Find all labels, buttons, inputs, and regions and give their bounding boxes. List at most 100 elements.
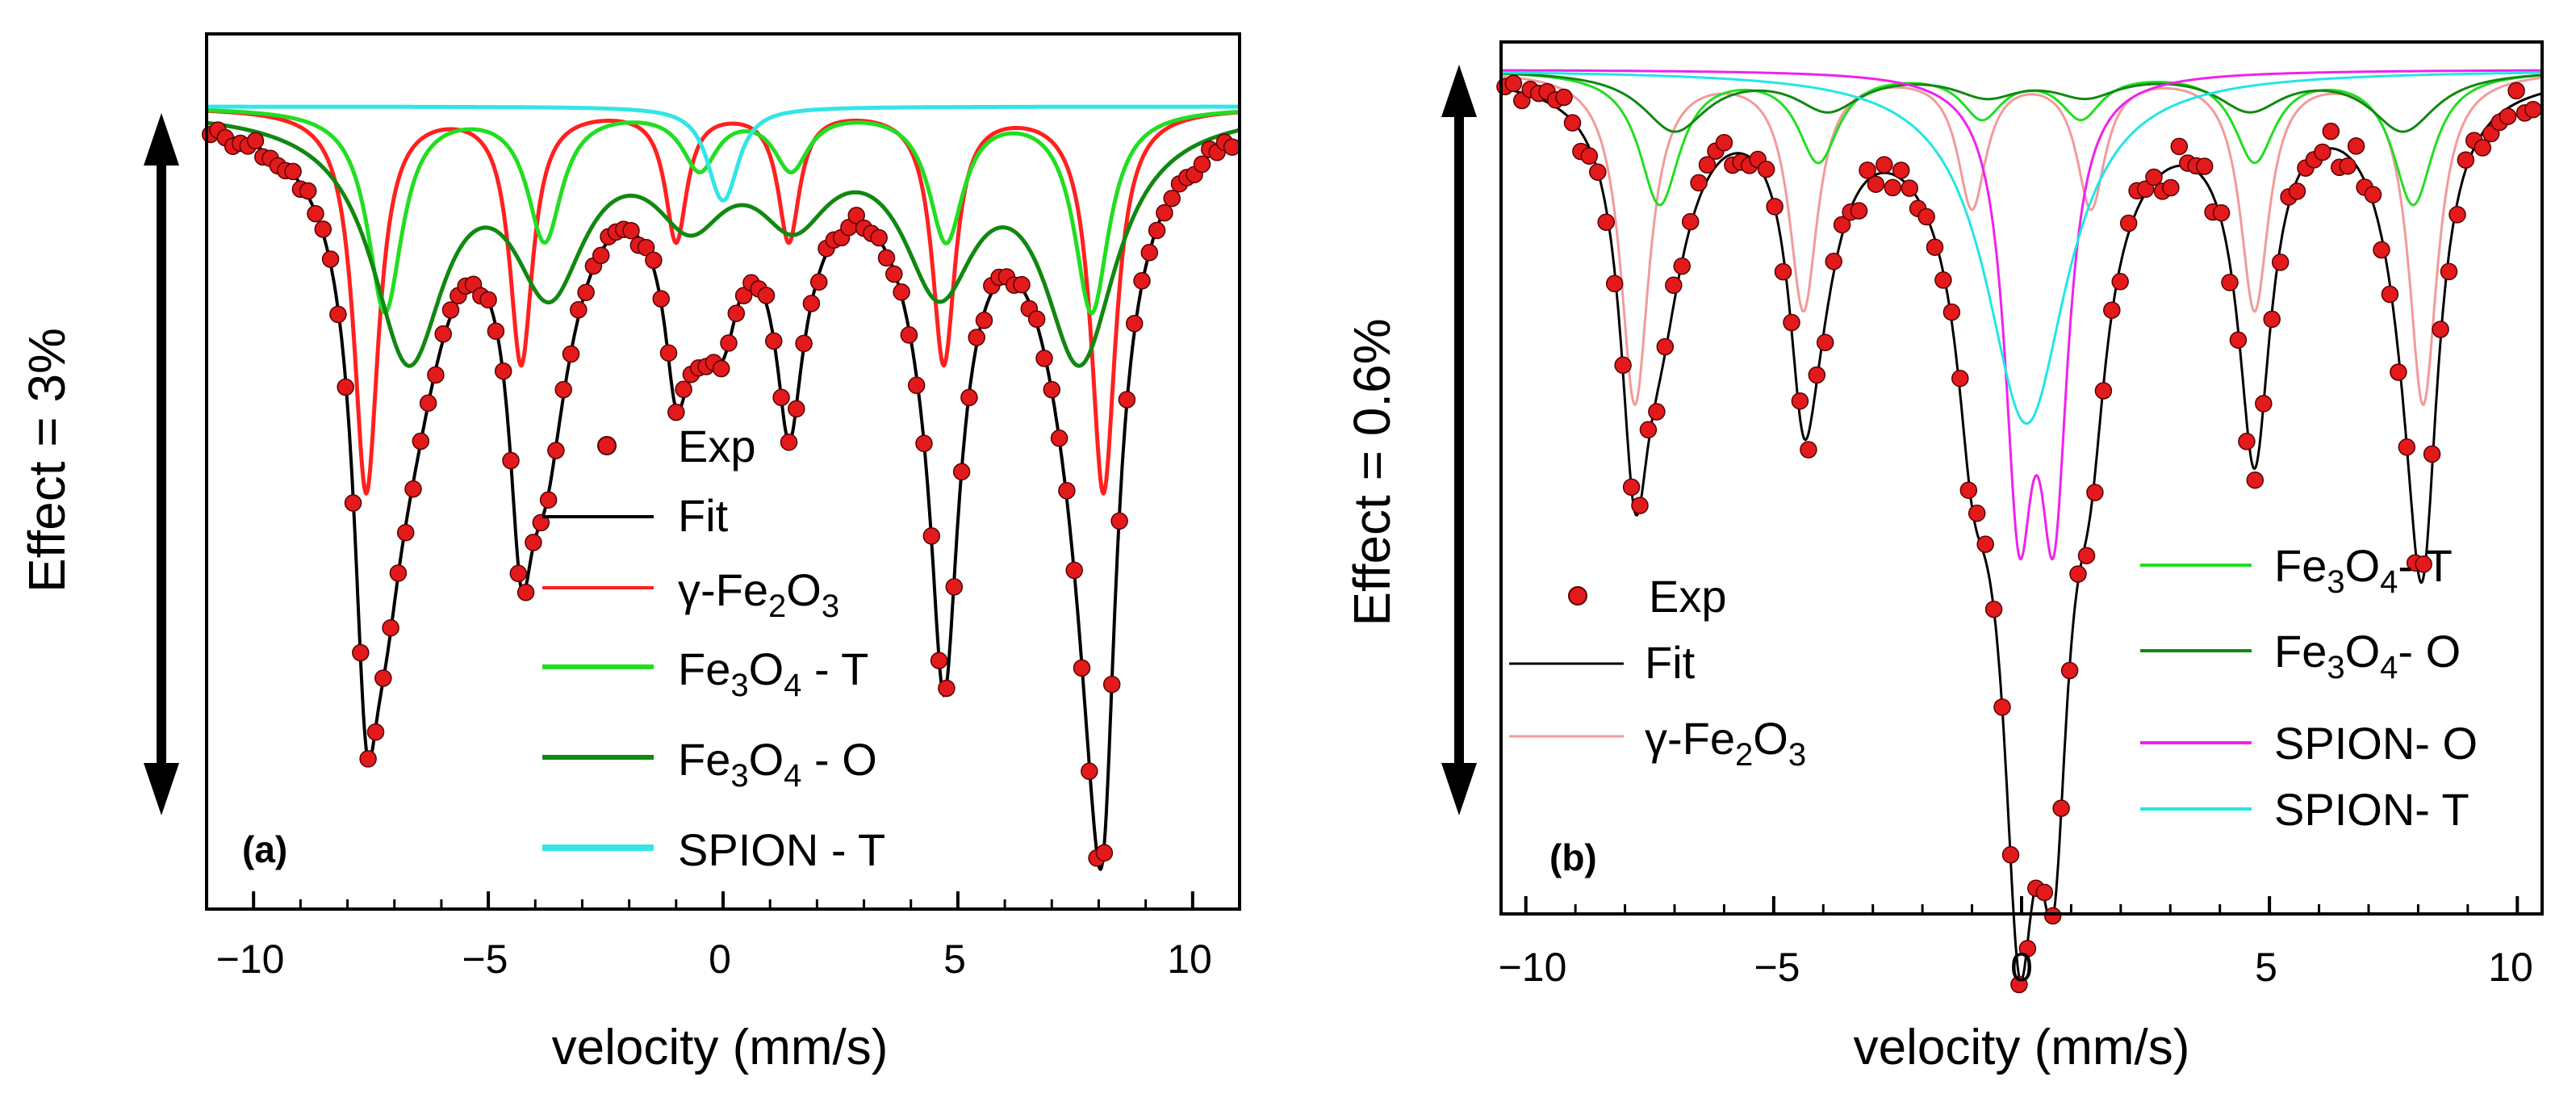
exp-point bbox=[2347, 137, 2365, 155]
exp-point bbox=[1631, 497, 1649, 514]
panel-label-a: (a) bbox=[242, 828, 287, 870]
exp-point bbox=[1605, 274, 1624, 293]
legend-label-exp: Exp bbox=[678, 421, 756, 471]
exp-point bbox=[1867, 175, 1885, 193]
exp-point bbox=[577, 283, 595, 301]
exp-point bbox=[2221, 274, 2239, 291]
exp-point bbox=[2457, 151, 2475, 169]
exp-point bbox=[2052, 799, 2070, 817]
exp-point bbox=[1892, 161, 1910, 179]
legend-item-fit: Fit bbox=[1509, 637, 1696, 688]
legend-marker-exp bbox=[597, 436, 617, 455]
exp-point bbox=[487, 322, 505, 340]
exp-point bbox=[419, 394, 437, 413]
exp-point bbox=[396, 523, 415, 542]
exp-point bbox=[1800, 441, 1817, 459]
exp-point bbox=[1808, 366, 1826, 384]
exp-point bbox=[1791, 392, 1809, 410]
exp-point bbox=[2440, 262, 2458, 281]
exp-point bbox=[2001, 846, 2020, 864]
series-line-spion_t bbox=[1500, 71, 2543, 425]
exp-point bbox=[907, 376, 926, 395]
exp-point bbox=[1850, 202, 1868, 220]
exp-point bbox=[2322, 122, 2340, 140]
exp-point bbox=[1156, 203, 1173, 222]
exp-point bbox=[652, 290, 670, 308]
exp-point bbox=[1766, 198, 1784, 216]
exp-point bbox=[1656, 337, 1675, 356]
exp-point bbox=[1926, 238, 1944, 256]
exp-point bbox=[1622, 478, 1641, 497]
exp-point bbox=[1081, 762, 1098, 781]
legend-b-left: Exp Fit γ-Fe2O3 bbox=[1509, 571, 1806, 773]
exp-point bbox=[720, 334, 738, 352]
exp-point bbox=[727, 304, 746, 322]
exp-point bbox=[2246, 471, 2264, 489]
exp-point bbox=[645, 251, 663, 270]
exp-point bbox=[712, 359, 730, 378]
exp-point bbox=[637, 238, 655, 257]
exp-point bbox=[359, 750, 377, 768]
exp-point bbox=[2288, 182, 2306, 200]
x-tick-label: 0 bbox=[709, 937, 731, 982]
exp-point bbox=[847, 207, 865, 224]
exp-point bbox=[1993, 698, 2011, 716]
exp-point bbox=[667, 403, 685, 421]
exp-point bbox=[930, 652, 948, 669]
exp-point bbox=[922, 527, 941, 545]
exp-point bbox=[1648, 403, 1666, 421]
exp-point bbox=[2364, 186, 2382, 203]
legend-label-gfe2o3: γ-Fe2O3 bbox=[1645, 713, 1806, 773]
exp-point bbox=[1876, 156, 1893, 174]
legend-label-fe3o4-o: Fe3O4- O bbox=[2274, 626, 2461, 685]
exp-point bbox=[1125, 314, 1144, 333]
exp-point bbox=[1825, 253, 1842, 270]
exp-point bbox=[2145, 168, 2163, 186]
legend-b-right: Fe3O4- T Fe3O4- O SPION- O SPION- T bbox=[2140, 540, 2478, 835]
exp-point bbox=[314, 220, 332, 238]
exp-point bbox=[659, 344, 678, 362]
plot-area-a bbox=[201, 104, 1241, 871]
exp-point bbox=[1110, 512, 1128, 530]
exp-point bbox=[2103, 301, 2121, 319]
legend-marker-exp bbox=[1568, 586, 1587, 606]
exp-point bbox=[2390, 363, 2407, 381]
exp-point bbox=[1058, 482, 1076, 500]
exp-point bbox=[945, 578, 964, 596]
exp-point bbox=[516, 584, 535, 601]
exp-point bbox=[337, 378, 354, 396]
exp-point bbox=[2119, 214, 2138, 233]
exp-point bbox=[1140, 244, 1159, 262]
exp-point bbox=[780, 433, 798, 451]
exp-point bbox=[900, 326, 918, 344]
exp-point bbox=[366, 723, 385, 741]
exp-point bbox=[2499, 107, 2517, 125]
x-tick-label: 5 bbox=[943, 937, 966, 982]
exp-point bbox=[1774, 262, 1792, 281]
exp-point bbox=[352, 643, 370, 662]
series-line-spion_t bbox=[205, 104, 1241, 203]
legend-a: Exp Fit γ-Fe2O3 Fe3O4 - T Fe3O4 - O SPIO… bbox=[542, 421, 885, 875]
x-tick-label: −10 bbox=[1499, 945, 1567, 990]
exp-point bbox=[938, 679, 956, 698]
exp-point bbox=[441, 301, 460, 319]
x-tick-labels-a: −10 −5 0 5 10 bbox=[216, 937, 1212, 982]
x-tick-label: 10 bbox=[1167, 937, 1212, 982]
exp-point bbox=[1959, 481, 1978, 499]
exp-point bbox=[329, 305, 347, 324]
plot-area-b bbox=[1496, 69, 2543, 994]
series-line-gfe2o3 bbox=[205, 108, 1241, 496]
exp-point bbox=[765, 332, 783, 350]
x-axis-title-a: velocity (mm/s) bbox=[552, 1020, 889, 1075]
exp-point bbox=[554, 380, 572, 399]
exp-point bbox=[2111, 273, 2129, 291]
exp-point bbox=[404, 480, 422, 498]
series-line-fe3o4_o bbox=[205, 120, 1241, 368]
exp-point bbox=[1951, 369, 1969, 388]
legend-item-gfe2o3: γ-Fe2O3 bbox=[1509, 713, 1806, 773]
exp-point bbox=[434, 325, 452, 343]
exp-point bbox=[1833, 216, 1851, 234]
exp-point bbox=[299, 182, 317, 200]
exp-point bbox=[1148, 221, 1166, 240]
